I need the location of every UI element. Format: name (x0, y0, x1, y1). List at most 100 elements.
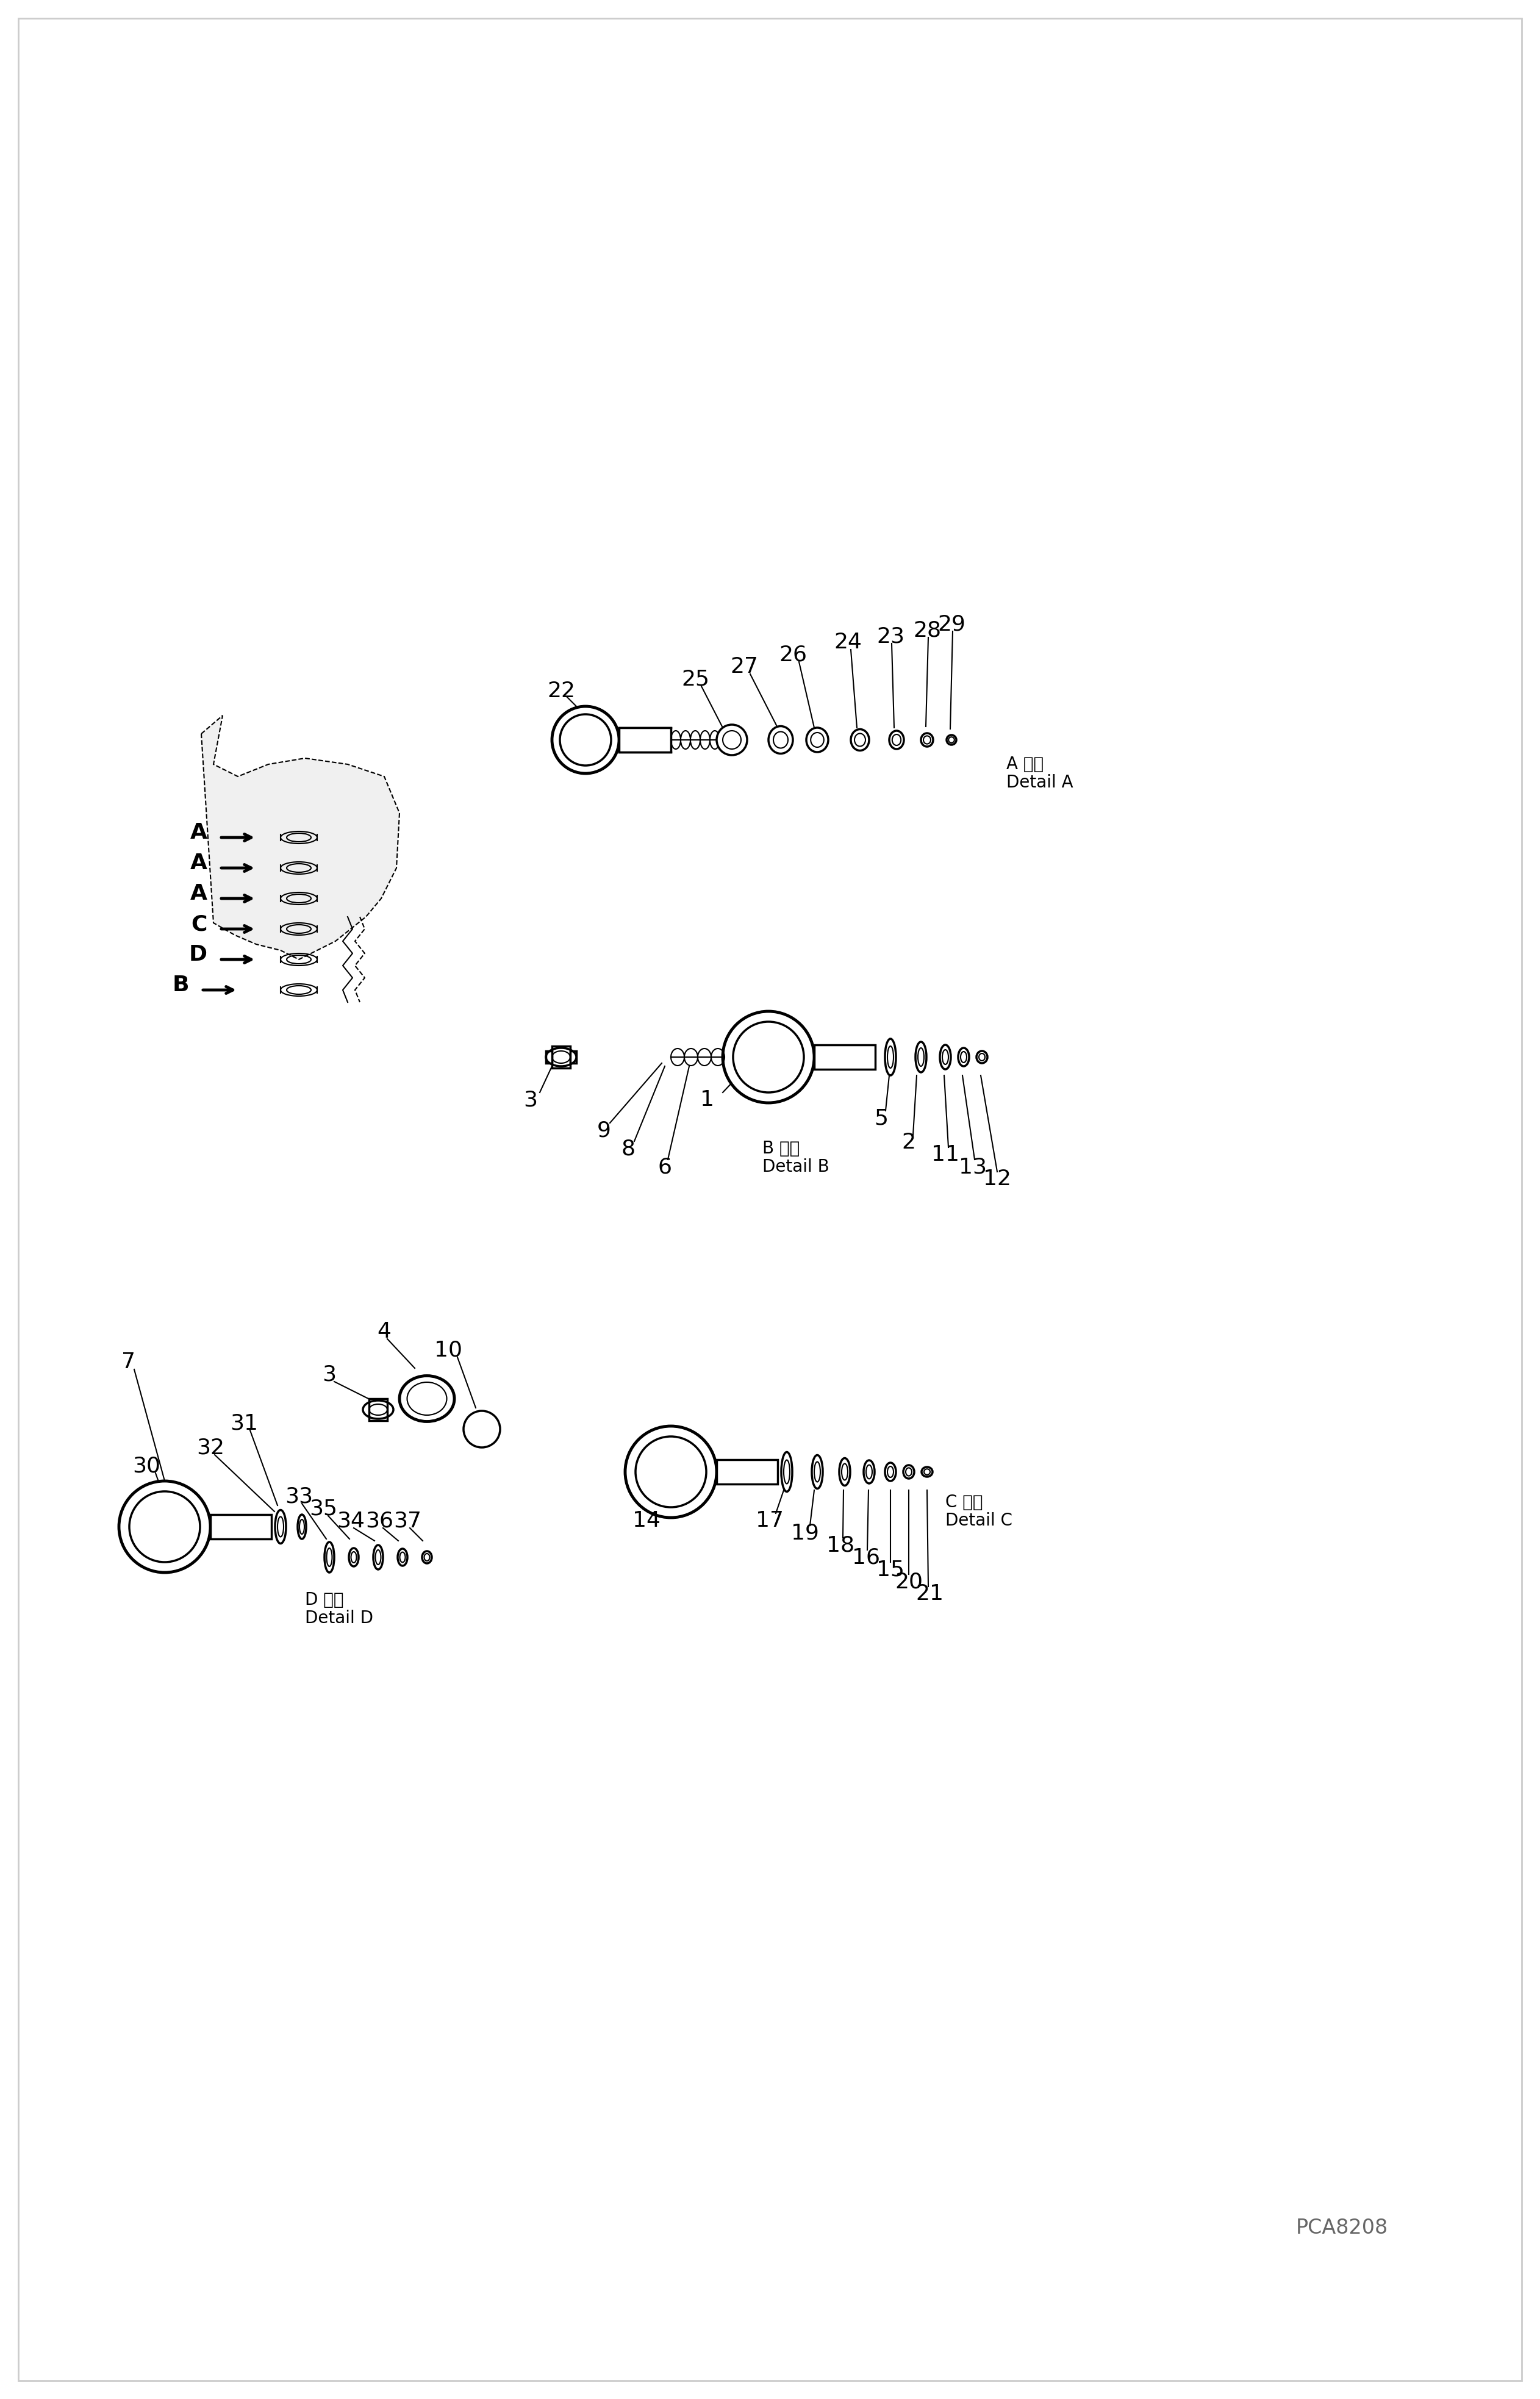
Text: 24: 24 (833, 631, 862, 653)
Circle shape (636, 1437, 707, 1507)
Text: 9: 9 (598, 1120, 611, 1140)
Ellipse shape (947, 734, 956, 744)
Text: 35: 35 (310, 1497, 337, 1519)
Text: 11: 11 (932, 1144, 959, 1166)
Text: 2: 2 (902, 1132, 916, 1154)
Circle shape (625, 1425, 716, 1519)
Text: B: B (172, 974, 189, 996)
Ellipse shape (350, 1547, 359, 1567)
Ellipse shape (376, 1550, 380, 1564)
Text: 3: 3 (524, 1089, 537, 1111)
Text: Detail A: Detail A (1006, 775, 1073, 792)
Text: 10: 10 (434, 1339, 462, 1360)
Ellipse shape (979, 1053, 986, 1060)
Ellipse shape (716, 724, 747, 756)
Ellipse shape (424, 1555, 430, 1562)
Ellipse shape (277, 1516, 283, 1538)
Text: D: D (189, 945, 208, 964)
Bar (551, 1046, 570, 1068)
Text: 8: 8 (621, 1137, 636, 1159)
Ellipse shape (276, 1509, 286, 1543)
Ellipse shape (921, 734, 933, 746)
Text: 37: 37 (393, 1511, 422, 1531)
Text: 31: 31 (229, 1413, 259, 1435)
Ellipse shape (325, 1543, 334, 1571)
Ellipse shape (842, 1463, 847, 1480)
Text: A: A (191, 883, 208, 904)
Text: 20: 20 (895, 1571, 922, 1593)
Circle shape (561, 715, 611, 765)
Ellipse shape (815, 1461, 821, 1483)
Ellipse shape (915, 1041, 927, 1072)
Ellipse shape (864, 1461, 875, 1483)
Text: C: C (191, 914, 208, 936)
Ellipse shape (781, 1451, 792, 1492)
Ellipse shape (865, 1466, 872, 1478)
Text: 30: 30 (132, 1456, 160, 1475)
Ellipse shape (976, 1051, 987, 1063)
Ellipse shape (784, 1461, 790, 1483)
Ellipse shape (807, 727, 829, 753)
Ellipse shape (918, 1048, 924, 1065)
Text: 6: 6 (658, 1156, 671, 1178)
Text: 15: 15 (876, 1559, 904, 1581)
Ellipse shape (958, 1048, 969, 1065)
Text: 7: 7 (122, 1351, 136, 1372)
Ellipse shape (299, 1519, 305, 1533)
Text: 18: 18 (827, 1535, 855, 1555)
Text: Detail B: Detail B (762, 1159, 830, 1176)
Bar (370, 1399, 387, 1420)
Ellipse shape (400, 1552, 405, 1562)
Ellipse shape (722, 732, 741, 748)
Ellipse shape (887, 1466, 893, 1478)
Ellipse shape (850, 729, 869, 751)
Text: 16: 16 (852, 1547, 879, 1567)
Circle shape (551, 705, 619, 772)
Circle shape (119, 1480, 211, 1571)
Text: 19: 19 (792, 1523, 819, 1543)
Text: A 詳細: A 詳細 (1006, 756, 1044, 772)
Text: Detail D: Detail D (305, 1610, 373, 1627)
Text: Detail C: Detail C (946, 1511, 1012, 1528)
Ellipse shape (886, 1039, 896, 1075)
Ellipse shape (297, 1514, 306, 1538)
Bar (619, 727, 671, 753)
Ellipse shape (855, 734, 865, 746)
Ellipse shape (939, 1046, 950, 1070)
Ellipse shape (887, 1046, 893, 1068)
Text: 21: 21 (915, 1583, 944, 1605)
Circle shape (129, 1492, 200, 1562)
Ellipse shape (961, 1051, 967, 1063)
Ellipse shape (889, 732, 904, 748)
Text: PCA8208: PCA8208 (1295, 2219, 1388, 2238)
Ellipse shape (886, 1463, 896, 1480)
Text: 12: 12 (983, 1168, 1012, 1190)
Text: 1: 1 (701, 1089, 715, 1111)
Ellipse shape (768, 727, 793, 753)
Ellipse shape (906, 1468, 912, 1475)
Text: A: A (191, 852, 208, 873)
Text: C 詳細: C 詳細 (946, 1495, 983, 1511)
Ellipse shape (812, 1456, 822, 1490)
Ellipse shape (397, 1550, 408, 1567)
Ellipse shape (422, 1552, 431, 1564)
Ellipse shape (839, 1459, 850, 1485)
Ellipse shape (949, 736, 955, 744)
Circle shape (722, 1012, 815, 1104)
Text: 3: 3 (322, 1365, 336, 1384)
Bar (545, 1051, 551, 1063)
Ellipse shape (892, 734, 901, 746)
Text: 32: 32 (197, 1437, 225, 1459)
Text: 36: 36 (365, 1511, 393, 1531)
Text: 4: 4 (377, 1322, 391, 1341)
Text: 23: 23 (876, 626, 904, 648)
Ellipse shape (326, 1547, 333, 1567)
Ellipse shape (921, 1466, 933, 1478)
Bar (815, 1046, 875, 1070)
Text: A: A (191, 823, 208, 842)
Text: 25: 25 (681, 669, 710, 689)
Polygon shape (202, 715, 399, 960)
Text: 34: 34 (337, 1511, 365, 1531)
Text: D 詳細: D 詳細 (305, 1591, 343, 1607)
Text: 14: 14 (633, 1511, 661, 1531)
